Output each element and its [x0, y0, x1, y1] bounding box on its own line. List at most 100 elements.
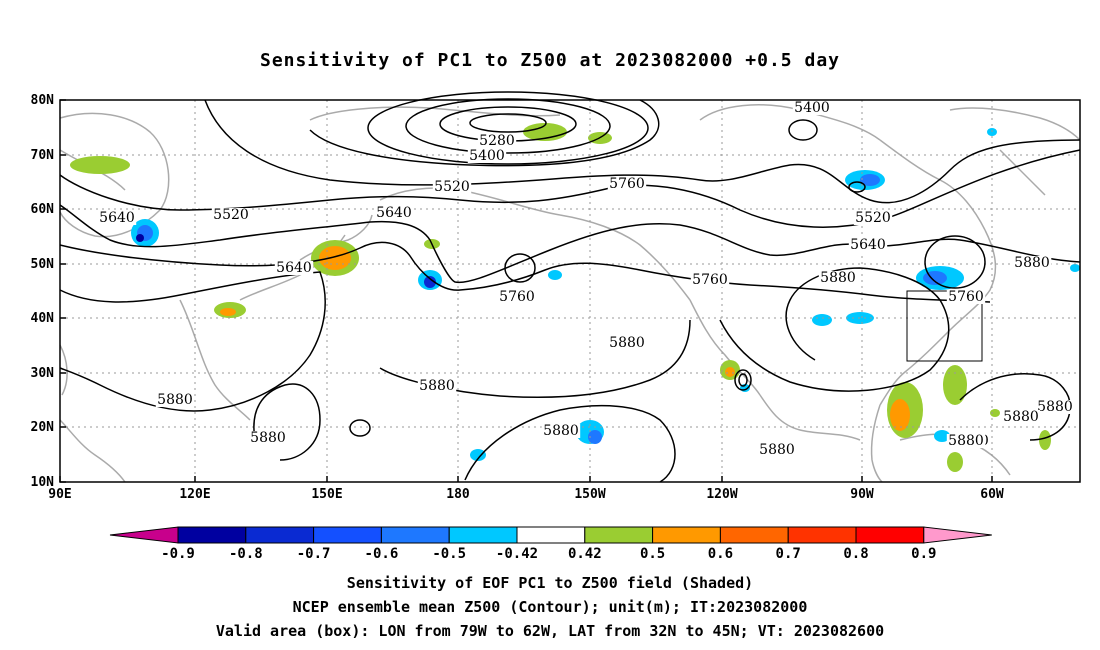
map-frame — [59, 99, 1081, 483]
contour-label: 5880 — [1014, 255, 1050, 271]
contour-label-bg — [97, 211, 137, 225]
contour-label: 5880 — [419, 378, 455, 394]
contour-label-bg — [946, 434, 986, 448]
colorbar-box — [313, 526, 382, 544]
contour-label: 5400 — [794, 100, 830, 116]
contour-label-bg — [274, 261, 314, 275]
map-title: Sensitivity of PC1 to Z500 at 2023082000… — [259, 50, 840, 71]
contour-label-bg — [792, 101, 832, 115]
colorbar-right-arrow — [923, 526, 992, 544]
contour-label-bg — [1001, 410, 1041, 424]
contour-label: 5880 — [820, 270, 856, 286]
contour-label: 5520 — [213, 207, 249, 223]
colorbar-label: -0.9 — [161, 546, 195, 562]
contour-label: 5880 — [1037, 399, 1073, 415]
lat-tick-label: 40N — [31, 311, 55, 326]
contour-label: 5760 — [948, 289, 984, 305]
colorbar-box — [177, 526, 247, 544]
colorbar-label: 0.9 — [911, 546, 936, 562]
contour-label-bg — [757, 443, 797, 457]
contour-label-bg — [248, 431, 288, 445]
contour-label: 5880 — [948, 433, 984, 449]
contour-label-bg — [690, 273, 730, 287]
contour-label: 5880 — [1003, 409, 1039, 425]
lon-tick-label: 90E — [48, 487, 71, 502]
contour-label-bg — [374, 206, 414, 220]
contour-label-bg — [848, 238, 888, 252]
contour-label-bg — [607, 177, 647, 191]
colorbar-box — [719, 526, 789, 544]
contour-label: 5520 — [434, 179, 470, 195]
contour-label-bg — [432, 180, 472, 194]
colorbar-label: -0.6 — [365, 546, 399, 562]
colorbar-label: -0.7 — [297, 546, 331, 562]
latitude-ticks: 80N 70N 60N 50N 40N 30N 20N 10N — [31, 93, 66, 490]
colorbar-box — [652, 526, 721, 544]
colorbar-label: 0.5 — [640, 546, 665, 562]
lat-tick-label: 60N — [31, 202, 55, 217]
lon-tick-label: 60W — [980, 487, 1004, 502]
lat-tick-label: 50N — [31, 257, 55, 272]
lat-tick-label: 10N — [31, 475, 55, 490]
colorbar-box — [448, 526, 518, 544]
contour-label: 5640 — [376, 205, 412, 221]
lon-tick-label: 180 — [446, 487, 470, 502]
contour-label-bg — [607, 336, 647, 350]
contour-label-bg — [497, 290, 537, 304]
lat-tick-label: 70N — [31, 148, 55, 163]
caption-line-3: Valid area (box): LON from 79W to 62W, L… — [215, 622, 885, 640]
contour-label: 5880 — [250, 430, 286, 446]
colorbar-box — [380, 526, 450, 544]
lon-tick-label: 90W — [850, 487, 874, 502]
contour-label-bg — [1012, 256, 1052, 270]
colorbar-box — [855, 526, 925, 544]
contour-label-bg — [155, 393, 195, 407]
contour-label: 5880 — [609, 335, 645, 351]
lon-tick-label: 150W — [574, 487, 605, 502]
colorbar-label: -0.8 — [229, 546, 263, 562]
contour-label-bg — [417, 379, 457, 393]
contour-label: 5400 — [469, 148, 505, 164]
colorbar-label: 0.42 — [568, 546, 602, 562]
colorbar-box — [516, 526, 586, 544]
lat-tick-label: 30N — [31, 366, 55, 381]
colorbar-box — [584, 526, 654, 544]
longitude-ticks: 90E 120E 150E 180 150W 120W 90W 60W — [48, 476, 1004, 502]
contour-label: 5640 — [850, 237, 886, 253]
contour-label-bg — [467, 149, 507, 163]
caption-line-1: Sensitivity of EOF PC1 to Z500 field (Sh… — [346, 574, 754, 592]
contour-label: 5760 — [692, 272, 728, 288]
colorbar-label: -0.5 — [432, 546, 466, 562]
contour-label: 5760 — [499, 289, 535, 305]
contour-label: 5640 — [276, 260, 312, 276]
caption-line-2: NCEP ensemble mean Z500 (Contour); unit(… — [292, 598, 808, 616]
contour-label: 5640 — [99, 210, 135, 226]
lon-tick-label: 120W — [706, 487, 737, 502]
contour-label: 5280 — [479, 133, 515, 149]
colorbar-box — [787, 526, 857, 544]
contour-label-bg — [477, 134, 517, 148]
colorbar: -0.9 -0.8 -0.7 -0.6 -0.5 -0.42 0.42 0.5 0.6 0.7 0.… — [109, 526, 992, 562]
contour-label-bg — [946, 290, 986, 304]
contour-label-bg — [541, 424, 581, 438]
contour-label: 5880 — [157, 392, 193, 408]
contour-label-bg — [853, 211, 893, 225]
sensitivity-shading — [70, 123, 1080, 472]
colorbar-label: 0.8 — [843, 546, 868, 562]
lat-tick-label: 20N — [31, 420, 55, 435]
contour-label: 5760 — [609, 176, 645, 192]
colorbar-left-arrow — [109, 526, 179, 544]
contour-label: 5880 — [543, 423, 579, 439]
valid-area-box — [906, 290, 983, 362]
colorbar-label: 0.6 — [708, 546, 733, 562]
contour-label-bg — [211, 208, 251, 222]
contour-label: 5880 — [759, 442, 795, 458]
lon-tick-label: 120E — [179, 487, 210, 502]
lon-tick-label: 150E — [311, 487, 342, 502]
lat-tick-label: 80N — [31, 93, 55, 108]
colorbar-label: 0.7 — [776, 546, 801, 562]
colorbar-box — [245, 526, 315, 544]
contour-label-bg — [1035, 400, 1075, 414]
